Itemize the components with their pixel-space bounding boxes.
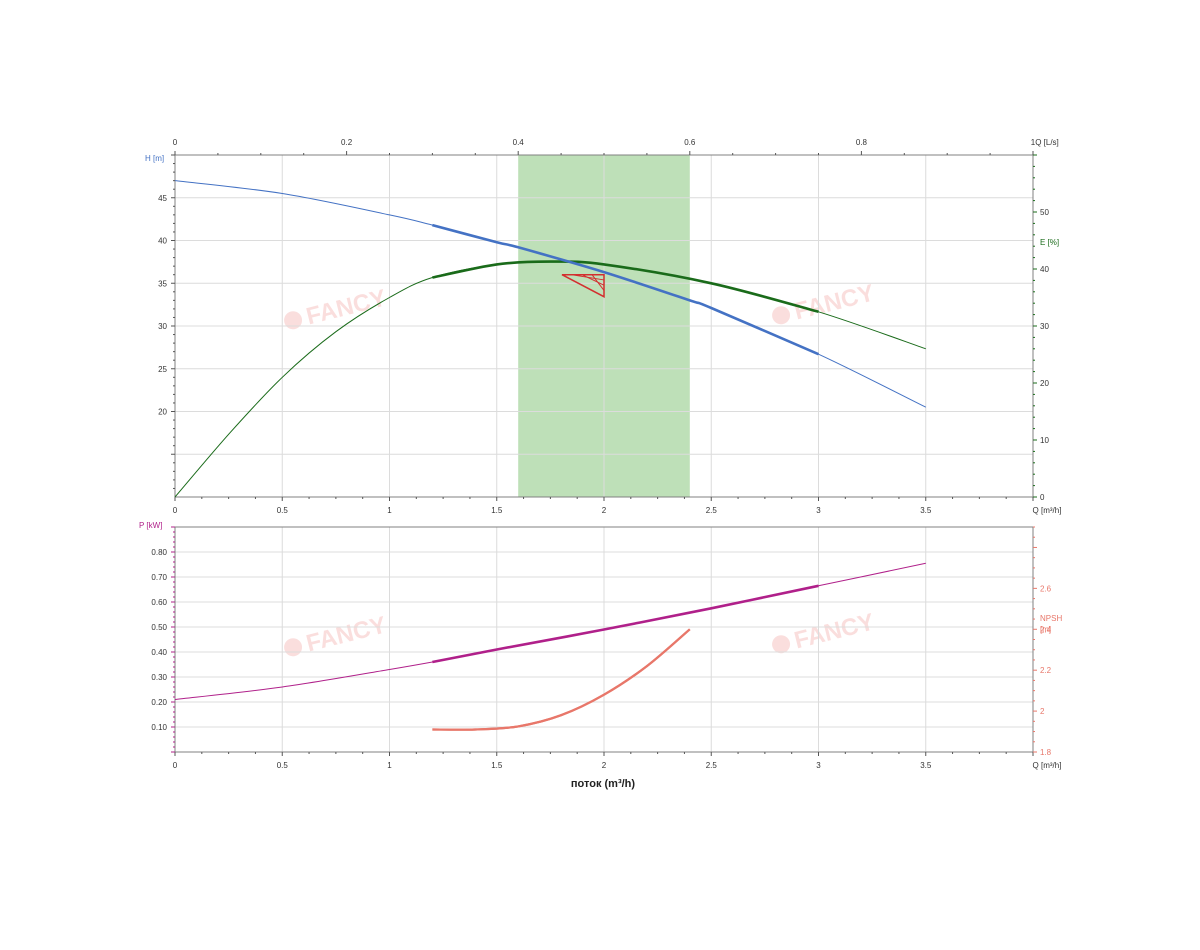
duty-point-marker [561, 273, 605, 298]
x-axis-tick-label: 3 [816, 506, 821, 515]
efficiency-curve-operating [432, 260, 819, 314]
efficiency-axis-tick-label: 40 [1040, 265, 1049, 274]
watermark-text: FANCY [792, 609, 877, 655]
x-axis-tick-label: 2.5 [706, 761, 718, 770]
duty-point-hatch [581, 274, 605, 286]
watermark-logo: FANCY [284, 612, 389, 658]
power-axis-tick-label: 0.30 [151, 673, 167, 682]
watermark-text: FANCY [304, 612, 389, 658]
power-axis-tick-label: 0.40 [151, 648, 167, 657]
x-axis-tick-label: 2.5 [706, 506, 718, 515]
npsh-curve-operating [432, 628, 691, 731]
head-axis-tick-label: 30 [158, 322, 167, 331]
top-axis-tick-label: 0.2 [341, 138, 353, 147]
x-axis-tick-label: 1 [387, 761, 392, 770]
power-axis-tick-label: 0.10 [151, 723, 167, 732]
npsh-axis-tick-label: 2.6 [1040, 584, 1052, 593]
x-axis-label: Q [m³/h] [1033, 506, 1062, 515]
watermark-logo: FANCY [772, 280, 877, 326]
head-curve-operating [432, 223, 820, 356]
head-axis-tick-label: 20 [158, 408, 167, 417]
power-axis-label: P [kW] [139, 521, 162, 530]
flow-axis-title: поток (m³/h) [571, 778, 635, 790]
x-axis-tick-label: 1.5 [491, 761, 503, 770]
power-axis-tick-label: 0.60 [151, 598, 167, 607]
x-axis-tick-label: 0.5 [277, 506, 289, 515]
power-axis-tick-label: 0.80 [151, 548, 167, 557]
npsh-axis-unit: [m] [1040, 625, 1051, 634]
efficiency-axis-tick-label: 20 [1040, 379, 1049, 388]
power-axis-tick-label: 0.70 [151, 573, 167, 582]
x-axis-label: Q [m³/h] [1033, 761, 1062, 770]
x-axis-tick-label: 3.5 [920, 761, 932, 770]
efficiency-axis-tick-label: 10 [1040, 436, 1049, 445]
head-axis-tick-label: 35 [158, 279, 167, 288]
efficiency-axis-tick-label: 0 [1040, 493, 1045, 502]
top-axis-tick-label: 0.6 [684, 138, 696, 147]
watermark-logo-icon [284, 638, 303, 657]
top-axis-tick-label: 0.4 [513, 138, 525, 147]
efficiency-axis-tick-label: 50 [1040, 208, 1049, 217]
head-axis-tick-label: 40 [158, 237, 167, 246]
npsh-axis-tick-label: 2 [1040, 707, 1045, 716]
head-axis-tick-label: 25 [158, 365, 167, 374]
x-axis-tick-label: 0.5 [277, 761, 289, 770]
x-axis-tick-label: 3.5 [920, 506, 932, 515]
x-axis-tick-label: 1 [387, 506, 392, 515]
efficiency-axis-tick-label: 30 [1040, 322, 1049, 331]
efficiency-axis-label: E [%] [1040, 238, 1059, 247]
top-axis-tick-label: 0 [173, 138, 178, 147]
watermark-text: FANCY [792, 280, 877, 326]
power-axis-tick-label: 0.50 [151, 623, 167, 632]
x-axis-tick-label: 0 [173, 761, 178, 770]
duty-point-hatch [591, 274, 605, 291]
npsh-axis-tick-label: 2.2 [1040, 666, 1052, 675]
x-axis-tick-label: 1.5 [491, 506, 503, 515]
top-axis-label: Q [L/s] [1035, 138, 1059, 147]
power-curve-operating [432, 584, 819, 664]
x-axis-tick-label: 2 [602, 506, 607, 515]
npsh-axis-label: NPSH [1040, 614, 1062, 623]
watermark-logo-icon [284, 311, 303, 330]
head-axis-label: H [m] [145, 154, 164, 163]
top-axis-tick-label: 0.8 [856, 138, 868, 147]
npsh-axis-tick-label: 2.4 [1040, 625, 1052, 634]
watermark-text: FANCY [304, 285, 389, 331]
x-axis-tick-label: 2 [602, 761, 607, 770]
watermark-logo-icon [772, 306, 791, 325]
x-axis-tick-label: 3 [816, 761, 821, 770]
watermark-logo: FANCY [284, 285, 389, 331]
npsh-axis-tick-label: 1.8 [1040, 748, 1052, 757]
top-axis-tick-label: 1 [1031, 138, 1036, 147]
watermark-logo-icon [772, 635, 791, 654]
head-axis-tick-label: 45 [158, 194, 167, 203]
power-axis-tick-label: 0.20 [151, 698, 167, 707]
x-axis-tick-label: 0 [173, 506, 178, 515]
